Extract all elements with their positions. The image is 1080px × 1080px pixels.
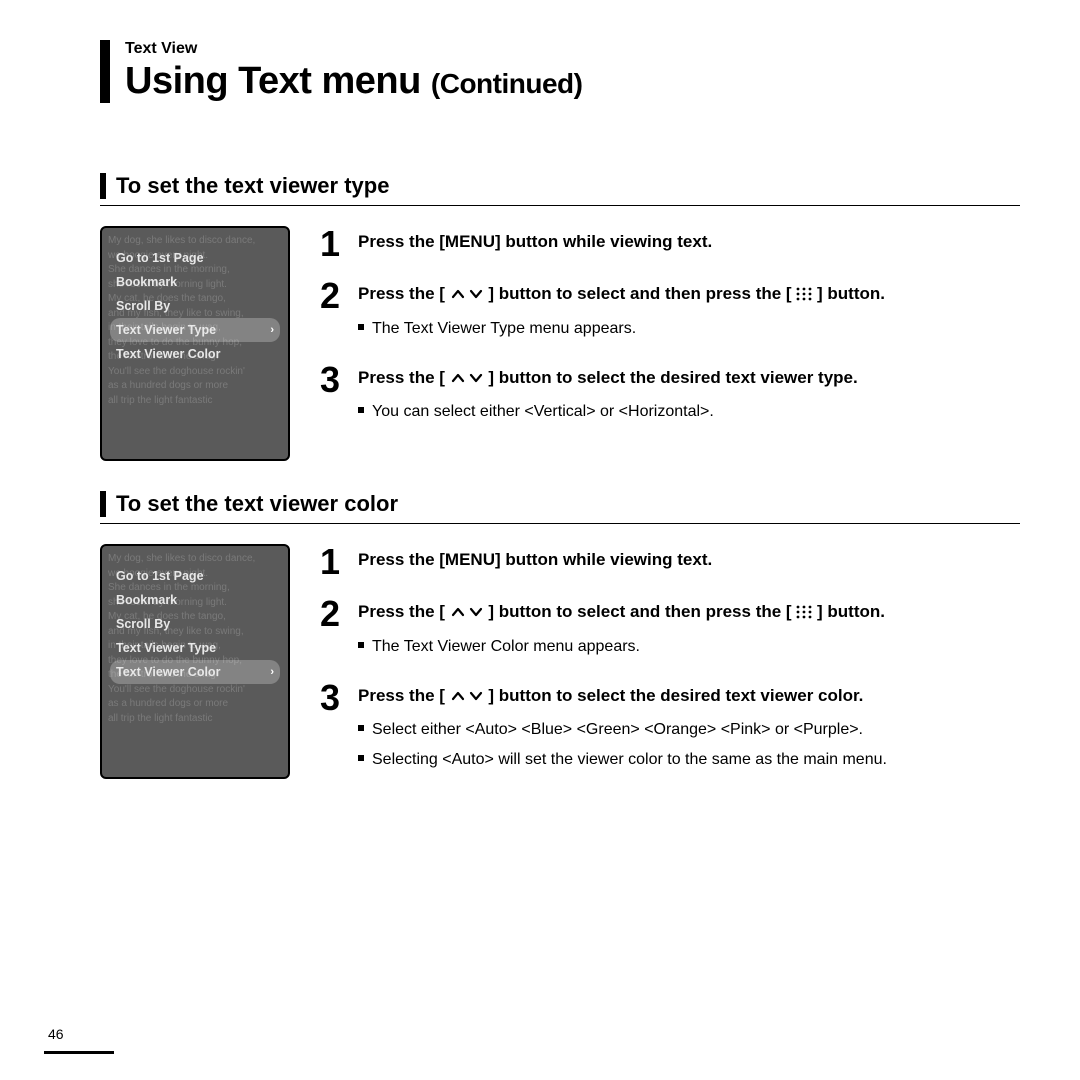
step-bullet-list: The Text Viewer Type menu appears. <box>358 317 1020 340</box>
section: To set the text viewer color My dog, she … <box>100 491 1020 793</box>
step-bullet-list: You can select either <Vertical> or <Hor… <box>358 400 1020 423</box>
step-number: 3 <box>320 680 346 777</box>
device-menu-label: Text Viewer Color <box>116 347 220 361</box>
step-bullet: The Text Viewer Color menu appears. <box>358 635 1020 658</box>
title-main: Using Text menu <box>125 60 421 102</box>
device-menu-label: Go to 1st Page <box>116 569 204 583</box>
step-content: Press the [MENU] button while viewing te… <box>358 226 1020 262</box>
device-menu-item: Scroll By <box>110 612 280 636</box>
section-heading: To set the text viewer type <box>100 173 1020 199</box>
device-menu-item: Scroll By <box>110 294 280 318</box>
step-bullet: You can select either <Vertical> or <Hor… <box>358 400 1020 423</box>
device-menu-item: Bookmark <box>110 588 280 612</box>
step-content: Press the [ ] button to select and then … <box>358 278 1020 346</box>
step-bullet: Selecting <Auto> will set the viewer col… <box>358 748 1020 771</box>
step-number: 3 <box>320 362 346 430</box>
section-heading: To set the text viewer color <box>100 491 1020 517</box>
device-screenshot: My dog, she likes to disco dance,we boog… <box>100 544 290 779</box>
step: 3 Press the [ ] button to select the desi… <box>320 680 1020 777</box>
step-content: Press the [ ] button to select and then … <box>358 596 1020 664</box>
section-rule <box>100 205 1020 206</box>
step-bullet-list: The Text Viewer Color menu appears. <box>358 635 1020 658</box>
device-menu-label: Text Viewer Type <box>116 323 216 337</box>
device-menu-item: Go to 1st Page <box>110 564 280 588</box>
device-menu: Go to 1st Page Bookmark Scroll By Text View… <box>110 246 280 366</box>
step-number: 2 <box>320 278 346 346</box>
breadcrumb: Text View <box>125 40 1020 58</box>
page-header: Text View Using Text menu (Continued) <box>100 40 1020 103</box>
page-number: 46 <box>48 1026 64 1042</box>
step: 2 Press the [ ] button to select and then… <box>320 596 1020 664</box>
step-bullet: The Text Viewer Type menu appears. <box>358 317 1020 340</box>
device-menu-item: Text Viewer Type <box>110 636 280 660</box>
steps-list: 1 Press the [MENU] button while viewing t… <box>320 226 1020 446</box>
device-menu-label: Scroll By <box>116 617 170 631</box>
step-number: 2 <box>320 596 346 664</box>
device-menu-item: Text Viewer Type › <box>110 318 280 342</box>
section-body: My dog, she likes to disco dance,we boog… <box>100 544 1020 793</box>
steps-list: 1 Press the [MENU] button while viewing t… <box>320 544 1020 793</box>
step-content: Press the [ ] button to select the desir… <box>358 680 1020 777</box>
step-content: Press the [ ] button to select the desir… <box>358 362 1020 430</box>
step: 1 Press the [MENU] button while viewing t… <box>320 226 1020 262</box>
page-title: Using Text menu (Continued) <box>125 60 1020 103</box>
device-menu-item: Bookmark <box>110 270 280 294</box>
step-number: 1 <box>320 226 346 262</box>
step-main-text: Press the [ ] button to select the desir… <box>358 366 1020 391</box>
chevron-right-icon: › <box>270 324 274 336</box>
step-main-text: Press the [ ] button to select the desir… <box>358 684 1020 709</box>
title-suffix: (Continued) <box>431 68 583 99</box>
section: To set the text viewer type My dog, she l… <box>100 173 1020 461</box>
step-content: Press the [MENU] button while viewing te… <box>358 544 1020 580</box>
step-main-text: Press the [MENU] button while viewing te… <box>358 230 1020 255</box>
device-menu: Go to 1st Page Bookmark Scroll By Text View… <box>110 564 280 684</box>
device-screenshot: My dog, she likes to disco dance,we boog… <box>100 226 290 461</box>
step: 1 Press the [MENU] button while viewing t… <box>320 544 1020 580</box>
step-main-text: Press the [ ] button to select and then … <box>358 600 1020 625</box>
device-menu-label: Bookmark <box>116 275 177 289</box>
device-menu-label: Go to 1st Page <box>116 251 204 265</box>
section-body: My dog, she likes to disco dance,we boog… <box>100 226 1020 461</box>
device-menu-item: Go to 1st Page <box>110 246 280 270</box>
chevron-right-icon: › <box>270 666 274 678</box>
device-menu-label: Text Viewer Type <box>116 641 216 655</box>
step-bullet-list: Select either <Auto> <Blue> <Green> <Ora… <box>358 718 1020 770</box>
section-rule <box>100 523 1020 524</box>
step-main-text: Press the [MENU] button while viewing te… <box>358 548 1020 573</box>
device-menu-item: Text Viewer Color › <box>110 660 280 684</box>
device-menu-label: Text Viewer Color <box>116 665 220 679</box>
step-main-text: Press the [ ] button to select and then … <box>358 282 1020 307</box>
step: 3 Press the [ ] button to select the desi… <box>320 362 1020 430</box>
step-number: 1 <box>320 544 346 580</box>
device-menu-label: Bookmark <box>116 593 177 607</box>
step-bullet: Select either <Auto> <Blue> <Green> <Ora… <box>358 718 1020 741</box>
device-menu-label: Scroll By <box>116 299 170 313</box>
step: 2 Press the [ ] button to select and then… <box>320 278 1020 346</box>
device-menu-item: Text Viewer Color <box>110 342 280 366</box>
page-number-rule <box>44 1051 114 1054</box>
